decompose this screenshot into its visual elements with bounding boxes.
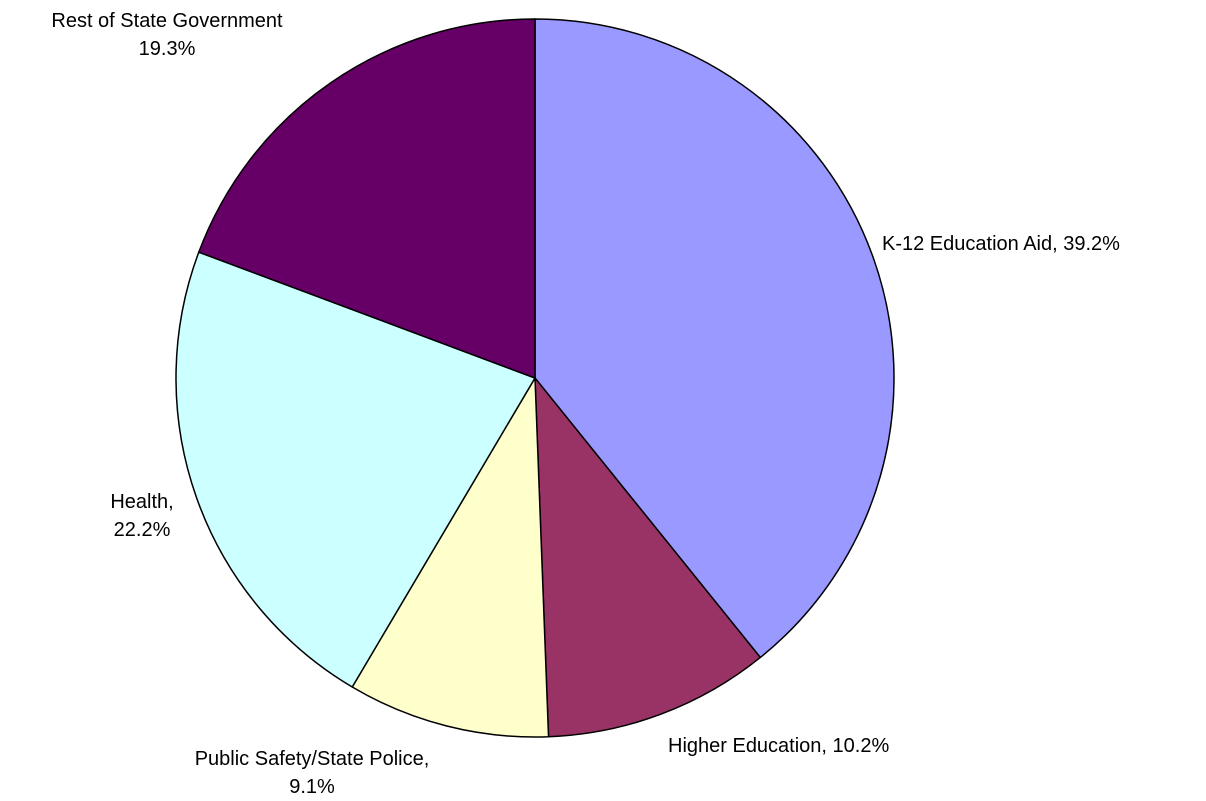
pie-slice-health xyxy=(175,251,536,688)
slice-label-k-12-education-aid: K-12 Education Aid, 39.2% xyxy=(882,233,1120,255)
pie-slices xyxy=(175,18,895,738)
slice-label-line: Public Safety/State Police, xyxy=(195,748,430,770)
slice-label-rest-of-state-government: Rest of State Government 19.3% xyxy=(51,10,283,60)
pie-slice-rest-of-state-government xyxy=(198,18,536,379)
slice-label-public-safety-state-police: Public Safety/State Police, 9.1% xyxy=(195,748,430,798)
slice-label-line: K-12 Education Aid, 39.2% xyxy=(882,233,1120,255)
slice-label-line: Health, xyxy=(110,491,173,513)
slice-label-health: Health, 22.2% xyxy=(110,491,173,541)
pie-labels: K-12 Education Aid, 39.2% Higher Educatio… xyxy=(51,10,1120,798)
slice-label-higher-education: Higher Education, 10.2% xyxy=(668,735,889,757)
pie-slice-public-safety-state-police xyxy=(351,377,550,738)
slice-label-line: 22.2% xyxy=(114,519,171,541)
pie-slice-higher-education xyxy=(534,377,762,738)
slice-label-line: 9.1% xyxy=(289,776,335,798)
slice-label-line: Rest of State Government xyxy=(51,10,283,32)
slice-label-line: 19.3% xyxy=(139,38,196,60)
slice-label-line: Higher Education, 10.2% xyxy=(668,735,889,757)
pie-slice-k-12-education-aid xyxy=(534,18,895,659)
